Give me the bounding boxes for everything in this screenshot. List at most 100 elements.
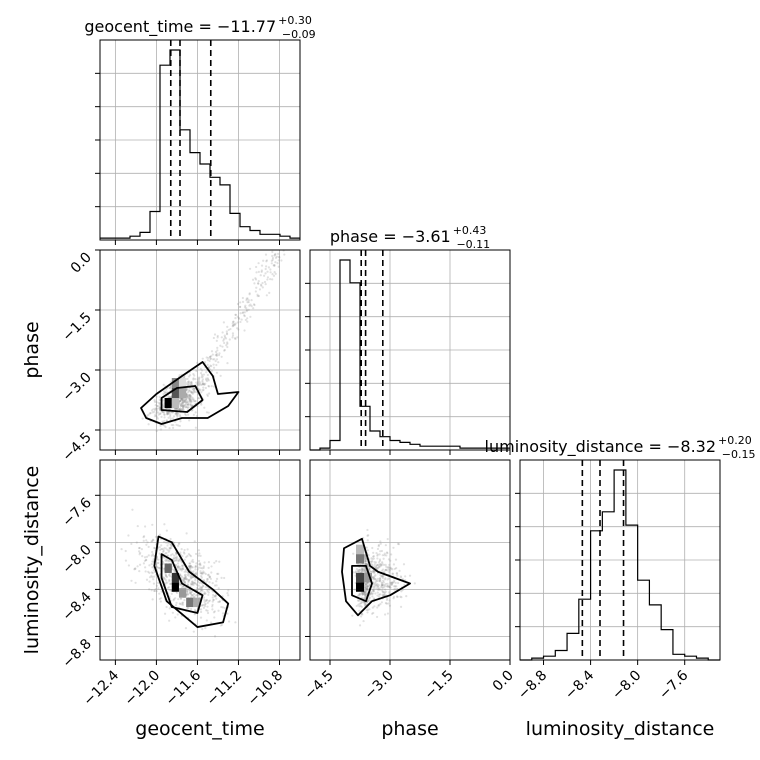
- point-gt-ld-768: [220, 623, 224, 627]
- point-gt-ph-348: [189, 394, 192, 397]
- point-ph-ld-559: [394, 581, 397, 584]
- point-gt-ph-184: [185, 398, 188, 401]
- point-gt-ph-38: [201, 380, 204, 383]
- point-ph-ld-472: [355, 604, 358, 608]
- point-gt-ld-355: [178, 558, 181, 562]
- point-gt-ph-867: [264, 253, 268, 256]
- point-ph-ld-447: [363, 586, 367, 589]
- point-ph-ld-257: [395, 567, 398, 570]
- point-gt-ld-29: [150, 562, 153, 566]
- point-gt-ld-670: [138, 553, 141, 556]
- point-ph-ld-249: [365, 546, 368, 549]
- cell-g: [171, 582, 179, 592]
- point-ph-ld-189: [378, 580, 381, 583]
- point-gt-ph-795: [205, 371, 208, 374]
- point-ph-ld-192: [392, 595, 396, 598]
- point-gt-ld-542: [168, 619, 171, 622]
- point-gt-ph-446: [187, 380, 190, 383]
- point-ph-ld-244: [380, 589, 384, 592]
- point-gt-ph-4: [182, 408, 185, 411]
- point-gt-ph-101: [192, 413, 195, 416]
- point-gt-ph-729: [222, 337, 226, 341]
- point-gt-ph-51: [194, 411, 197, 414]
- point-ph-ld-359: [381, 586, 384, 590]
- point-gt-ph-433: [204, 382, 207, 385]
- point-gt-ph-806: [255, 286, 258, 289]
- point-ph-ld-309: [378, 579, 381, 582]
- point-gt-ph-664: [200, 383, 203, 387]
- point-gt-ld-277: [178, 542, 181, 545]
- point-gt-ld-644: [191, 594, 194, 597]
- point-gt-ph-30: [187, 375, 191, 378]
- point-gt-ld-270: [184, 568, 187, 571]
- point-gt-ph-641: [189, 394, 192, 397]
- point-gt-ph-807: [270, 259, 273, 262]
- point-gt-ph-657: [271, 258, 274, 261]
- point-gt-ld-710: [158, 552, 161, 555]
- point-gt-ph-341: [163, 416, 166, 419]
- point-ph-ld-460: [380, 564, 383, 567]
- point-gt-ph-803: [271, 250, 274, 253]
- point-gt-ph-58: [195, 414, 199, 418]
- point-gt-ph-695: [212, 336, 215, 340]
- point-gt-ld-425: [196, 584, 199, 587]
- point-gt-ld-352: [163, 540, 166, 544]
- point-ph-ld-606: [357, 568, 360, 571]
- point-gt-ph-876: [236, 327, 239, 330]
- point-gt-ph-684: [246, 297, 249, 300]
- panel-bg-1-0: [100, 250, 300, 450]
- point-ph-ld-426: [364, 561, 367, 564]
- point-gt-ph-427: [181, 397, 184, 401]
- point-gt-ph-482: [192, 398, 195, 401]
- point-gt-ph-784: [248, 267, 252, 270]
- panel-frame-1-1: [309, 249, 511, 451]
- point-gt-ld-110: [168, 607, 171, 610]
- point-gt-ph-775: [221, 345, 224, 348]
- point-ph-ld-27: [385, 568, 388, 571]
- point-gt-ph-506: [180, 404, 184, 407]
- point-gt-ph-10: [188, 400, 192, 403]
- point-gt-ld-191: [177, 565, 180, 568]
- point-gt-ph-76: [185, 401, 188, 404]
- point-gt-ld-379: [147, 570, 150, 573]
- point-gt-ph-818: [241, 311, 244, 315]
- contour-gt-ph-outer: [140, 361, 240, 425]
- point-ph-ld-370: [358, 602, 361, 605]
- point-gt-ph-190: [179, 403, 182, 406]
- point-gt-ph-673: [269, 277, 272, 281]
- point-gt-ph-719: [258, 288, 262, 291]
- contour-ph-ld-outer: [341, 537, 411, 617]
- point-gt-ld-529: [138, 563, 142, 566]
- point-gt-ph-100: [195, 381, 198, 384]
- point-ph-ld-545: [361, 591, 364, 595]
- point-gt-ph-136: [191, 392, 194, 395]
- point-ph-ld-325: [383, 554, 386, 557]
- point-gt-ld-169: [189, 564, 192, 568]
- point-gt-ph-771: [254, 290, 257, 293]
- point-gt-ph-22: [178, 374, 181, 377]
- point-gt-ld-253: [188, 589, 192, 592]
- point-gt-ld-650: [206, 588, 209, 591]
- point-gt-ld-58: [186, 593, 189, 596]
- point-gt-ld-102: [124, 559, 128, 562]
- point-ph-ld-360: [363, 562, 366, 565]
- point-gt-ld-527: [193, 582, 196, 585]
- point-ph-ld-280: [352, 552, 355, 555]
- point-ph-ld-255: [373, 565, 376, 568]
- point-gt-ld-96: [215, 577, 219, 580]
- point-gt-ld-434: [184, 573, 187, 576]
- point-gt-ph-877: [206, 358, 209, 362]
- point-gt-ph-552: [186, 394, 189, 397]
- point-gt-ph-679: [220, 355, 223, 358]
- point-gt-ph-409: [191, 404, 194, 407]
- point-ph-ld-54: [372, 589, 376, 592]
- point-gt-ph-891: [207, 366, 211, 369]
- point-ph-ld-44: [378, 561, 381, 564]
- cell-b: [171, 388, 179, 398]
- point-gt-ph-50: [162, 392, 165, 396]
- point-ph-ld-649: [372, 576, 375, 579]
- point-ph-ld-681: [390, 567, 393, 570]
- point-gt-ld-193: [138, 546, 141, 550]
- point-gt-ld-792: [212, 611, 216, 614]
- point-gt-ph-186: [154, 408, 157, 412]
